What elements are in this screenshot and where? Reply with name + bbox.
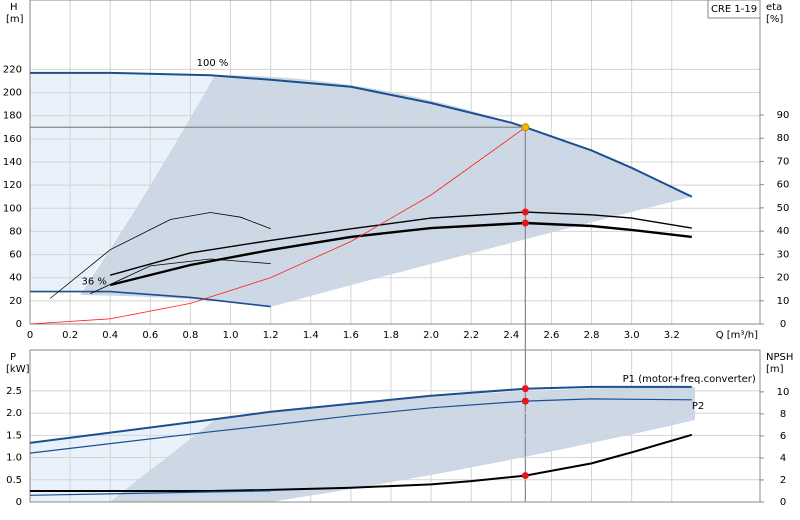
- y2-tick-label: 2: [780, 475, 786, 486]
- y2-tick-label: 0: [780, 497, 786, 508]
- x-tick-label: 2.4: [503, 330, 519, 341]
- y-tick-label: 140: [3, 157, 22, 168]
- y-tick-label: 60: [9, 250, 22, 261]
- dark-range: [110, 387, 695, 502]
- x-tick-label: 2.2: [463, 330, 479, 341]
- light-range: [30, 420, 215, 502]
- x-axis-label: Q [m³/h]: [716, 330, 758, 341]
- x-tick-label: 2.0: [423, 330, 439, 341]
- x-label-bg: [718, 327, 760, 343]
- y-tick-label: 160: [3, 134, 22, 145]
- x-tick-label: 0: [27, 330, 33, 341]
- x-tick-label: 2.6: [543, 330, 559, 341]
- x-tick-label: 1.0: [223, 330, 239, 341]
- x-tick-label: 1.4: [303, 330, 319, 341]
- y2-axis-label: eta: [766, 2, 782, 13]
- y2-axis-unit: [m]: [766, 364, 784, 375]
- dark-range: [80, 75, 691, 307]
- curve: [30, 290, 271, 308]
- x-tick-label: 2.8: [584, 330, 600, 341]
- title-box: [707, 0, 761, 19]
- curve: [90, 258, 271, 295]
- y2-tick-label: 80: [777, 133, 790, 144]
- operating-point: [521, 208, 529, 216]
- y-tick-label: 2.0: [6, 408, 22, 419]
- y-tick-label: 20: [9, 296, 22, 307]
- y-tick-label: 2.5: [6, 386, 22, 397]
- x-tick-label: 0.4: [102, 330, 118, 341]
- y2-tick-label: 10: [777, 387, 790, 398]
- x-tick-label: 0.8: [182, 330, 198, 341]
- y-axis-label: H: [10, 2, 18, 13]
- curve: [29, 126, 526, 325]
- curve-label: 100 %: [197, 58, 229, 69]
- x-tick-label: 0.2: [62, 330, 78, 341]
- y-tick-label: 200: [3, 88, 22, 99]
- y2-tick-label: 90: [777, 110, 790, 121]
- curve: [29, 398, 692, 454]
- plot-frame: [29, 0, 761, 325]
- y2-tick-label: 6: [780, 431, 786, 442]
- operating-point: [521, 397, 529, 405]
- y-tick-label: 40: [9, 273, 22, 284]
- curve: [29, 490, 271, 496]
- y-axis-unit: [kW]: [6, 364, 30, 375]
- y-tick-label: 100: [3, 203, 22, 214]
- y-axis-unit: [m]: [6, 14, 24, 25]
- curve-label: P1 (motor+freq.converter): [623, 374, 756, 385]
- y2-axis-label: NPSH: [766, 352, 793, 363]
- y2-tick-label: 8: [780, 409, 786, 420]
- y2-tick-label: 20: [777, 273, 790, 284]
- x-tick-label: 1.2: [263, 330, 279, 341]
- y-tick-label: 180: [3, 111, 22, 122]
- operating-point: [521, 219, 529, 227]
- curve: [109, 221, 692, 287]
- y-tick-label: 220: [3, 64, 22, 75]
- y-tick-label: 120: [3, 180, 22, 191]
- y-tick-label: 0: [16, 497, 22, 508]
- operating-point: [521, 123, 530, 132]
- y2-tick-label: 70: [777, 156, 790, 167]
- y2-tick-label: 40: [777, 226, 790, 237]
- curve: [29, 385, 692, 444]
- y-tick-label: 0.5: [6, 475, 22, 486]
- x-tick-label: 3.0: [624, 330, 640, 341]
- x-tick-label: 3.2: [664, 330, 680, 341]
- curve-label: 36 %: [82, 277, 107, 288]
- y-tick-label: 1.0: [6, 453, 22, 464]
- plot-frame: [29, 349, 761, 503]
- operating-point: [521, 472, 529, 480]
- y-tick-label: 1.5: [6, 430, 22, 441]
- y2-tick-label: 60: [777, 180, 790, 191]
- y2-axis-unit: [%]: [766, 14, 783, 25]
- curve: [30, 71, 693, 198]
- y-tick-label: 80: [9, 226, 22, 237]
- x-tick-label: 0.6: [142, 330, 158, 341]
- y2-tick-label: 10: [777, 296, 790, 307]
- y2-tick-label: 50: [777, 203, 790, 214]
- curve-label: P2: [692, 401, 704, 412]
- chart-title: CRE 1-19: [711, 4, 757, 15]
- plot: 0 0.2 0.4 0.6 0.8 1.0 1.2 1.4 1.6 1.8 2.0 2.2 2.4 2.6…: [3, 0, 793, 508]
- y2-tick-label: 30: [777, 249, 790, 260]
- curve: [30, 433, 693, 492]
- x-tick-label: 1.8: [383, 330, 399, 341]
- y-axis-label: P: [10, 352, 16, 363]
- y2-tick-label: 0: [780, 319, 786, 330]
- y2-tick-label: 4: [780, 453, 786, 464]
- y-tick-label: 0: [16, 319, 22, 330]
- curve: [110, 211, 692, 276]
- curve: [49, 212, 271, 299]
- operating-point: [521, 385, 529, 393]
- x-tick-label: 1.6: [343, 330, 359, 341]
